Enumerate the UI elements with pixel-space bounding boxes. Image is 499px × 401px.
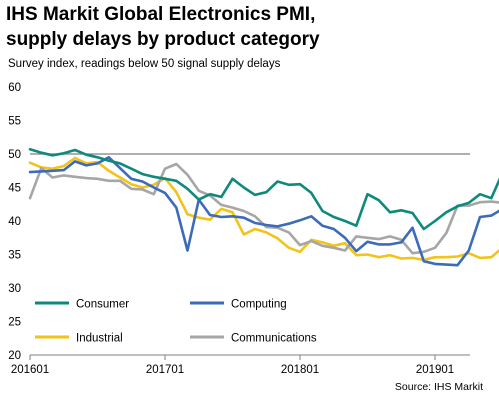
y-tick-label: 35 xyxy=(8,250,21,262)
legend-label-consumer: Consumer xyxy=(76,299,129,311)
chart-title: IHS Markit Global Electronics PMI, suppl… xyxy=(6,2,320,52)
series-lines xyxy=(28,148,499,267)
x-tick-label: 201901 xyxy=(416,364,454,376)
x-tick-label: 201801 xyxy=(281,364,319,376)
chart-title-line-2: supply delays by product category xyxy=(6,29,320,50)
y-tick-label: 25 xyxy=(8,317,21,329)
y-tick-label: 50 xyxy=(8,149,21,161)
y-tick-label: 30 xyxy=(8,283,21,295)
legend-label-computing: Computing xyxy=(231,299,287,311)
y-tick-label: 40 xyxy=(8,216,21,228)
y-tick-label: 55 xyxy=(8,116,21,128)
legend: Consumer Computing Industrial Communication… xyxy=(35,299,317,345)
series-line-computing xyxy=(28,156,499,267)
y-tick-label: 20 xyxy=(8,350,21,362)
legend-label-industrial: Industrial xyxy=(76,333,123,345)
series-line-consumer xyxy=(28,148,499,231)
series-line-industrial xyxy=(28,156,499,262)
x-tick-label: 201601 xyxy=(11,364,49,376)
legend-label-communications: Communications xyxy=(231,333,317,345)
y-tick-label: 60 xyxy=(8,82,21,94)
source-note: Source: IHS Markit xyxy=(394,381,483,393)
axes: 20 25 30 35 40 45 50 55 60 201601 201701 201801 2019… xyxy=(8,82,470,376)
y-tick-label: 45 xyxy=(8,183,21,195)
chart-subtitle: Survey index, readings below 50 signal s… xyxy=(8,58,281,70)
chart-title-line-1: IHS Markit Global Electronics PMI, xyxy=(6,4,316,25)
x-tick-label: 201701 xyxy=(146,364,184,376)
series-line-communications xyxy=(28,162,499,255)
